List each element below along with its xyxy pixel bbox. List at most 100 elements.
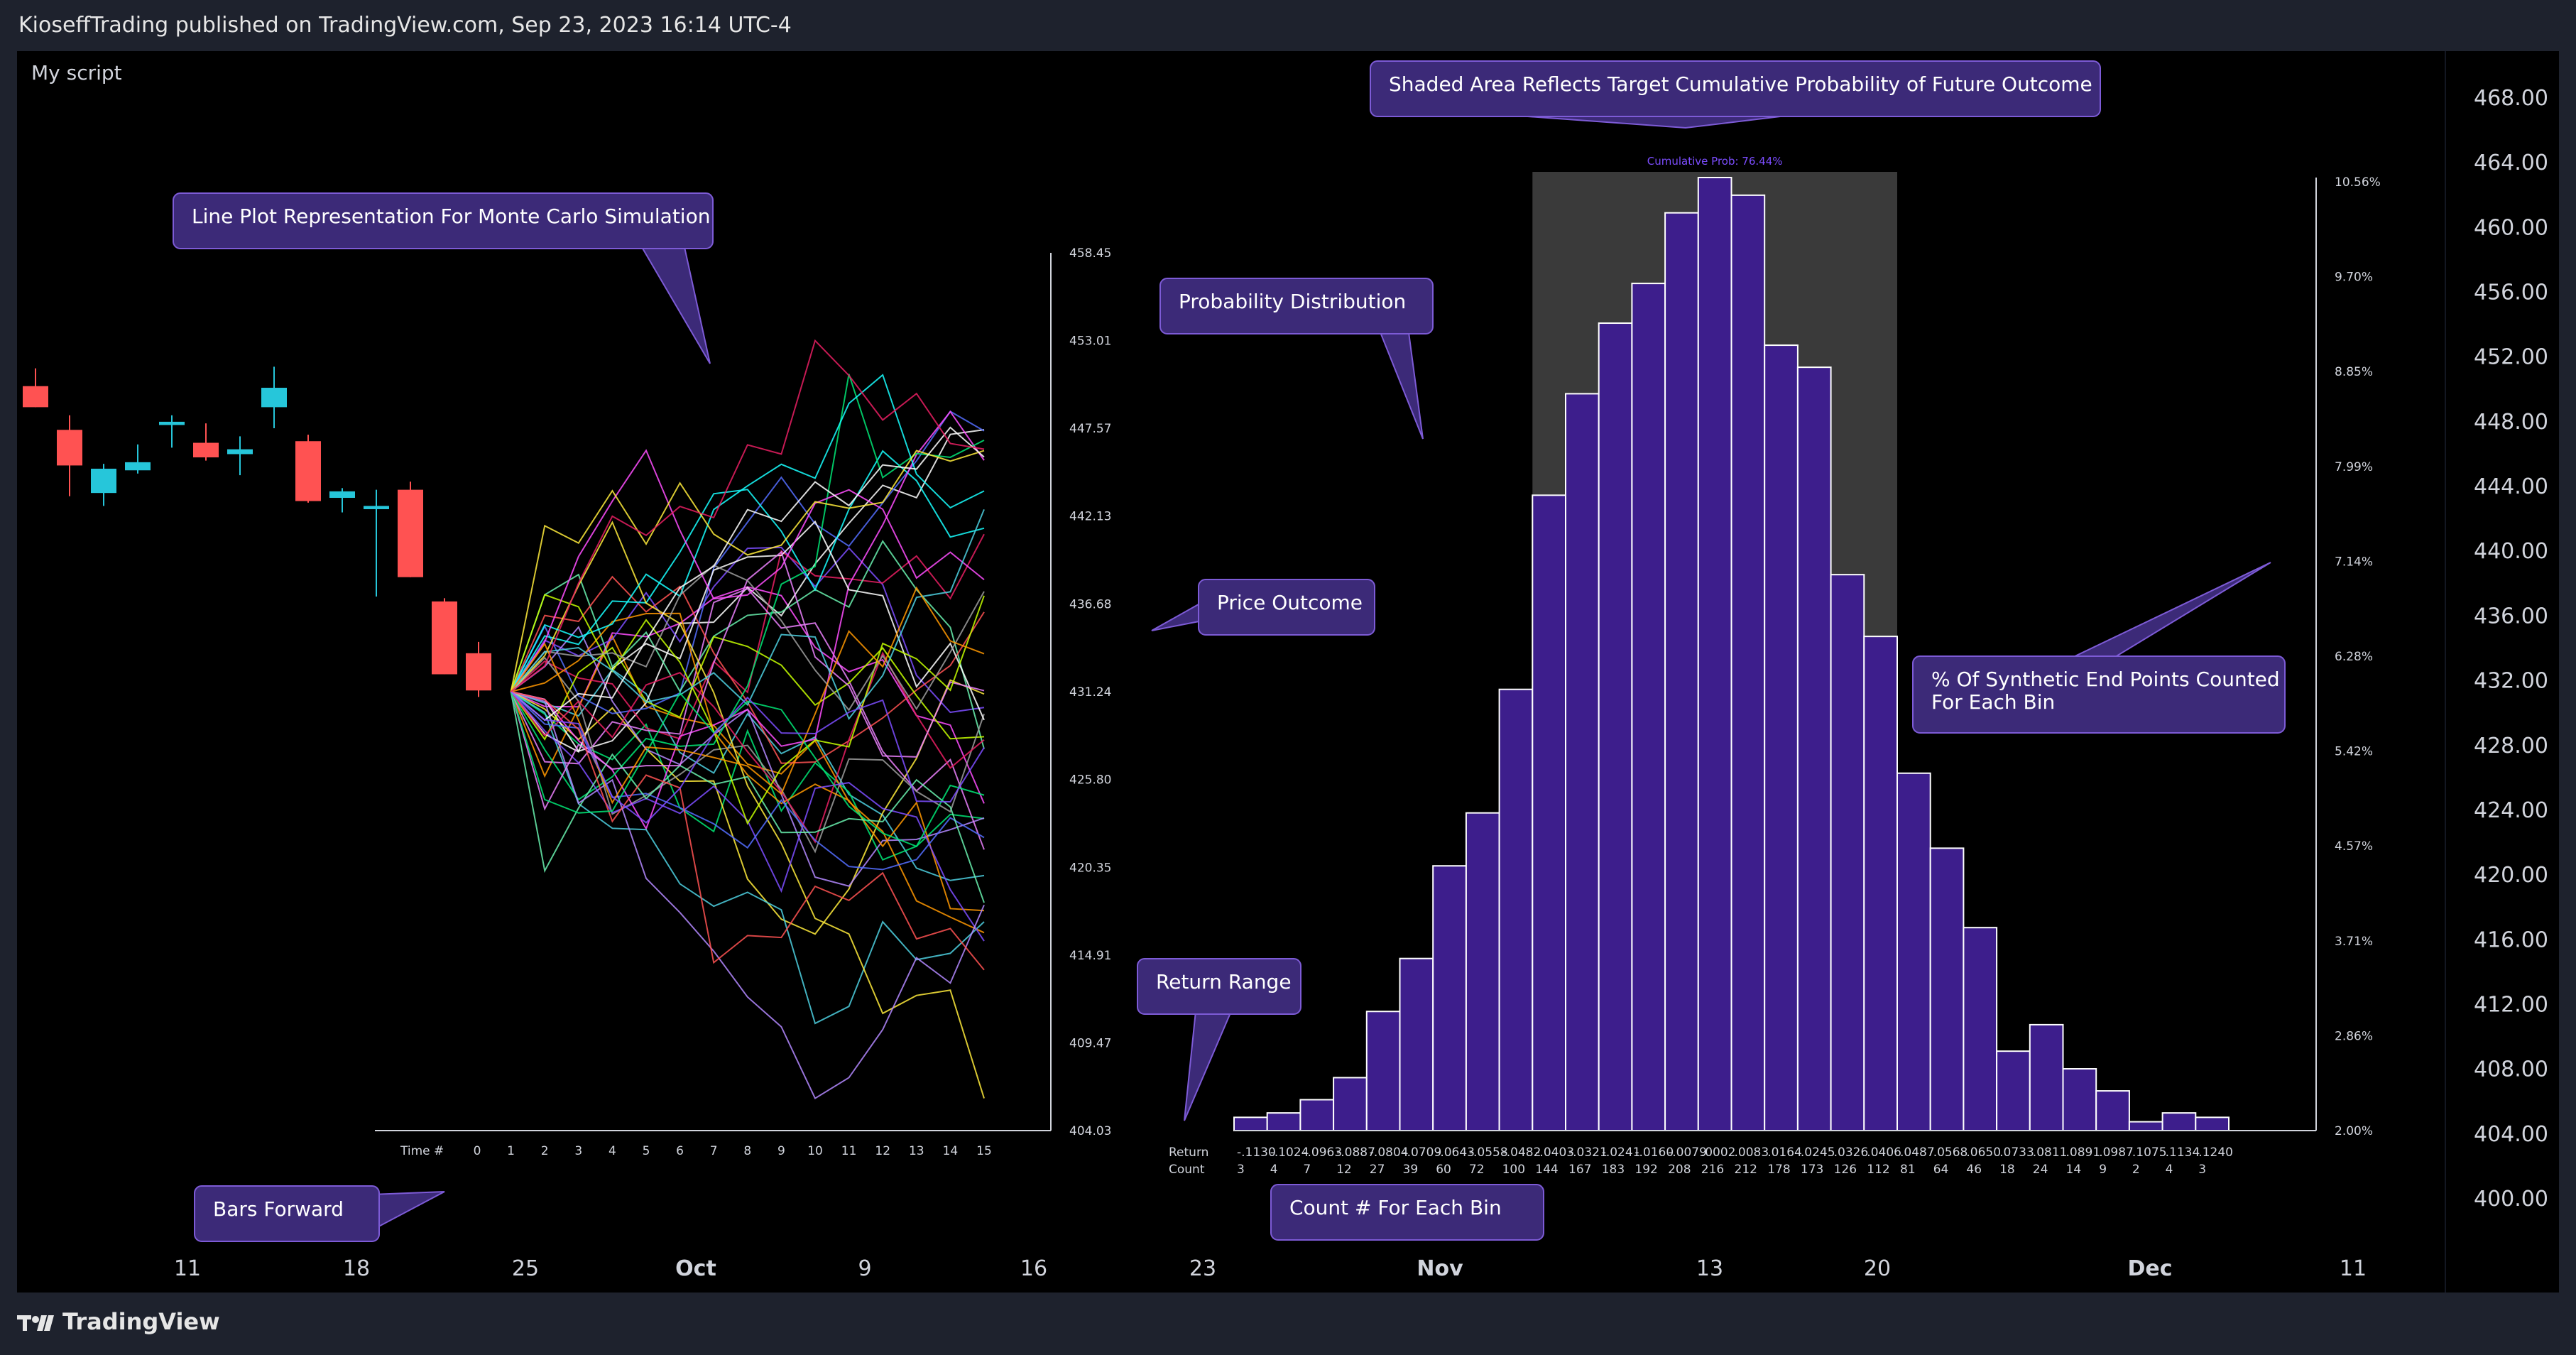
histogram-bar <box>2161 1112 2197 1132</box>
tradingview-brand[interactable]: TradingView <box>17 1308 220 1335</box>
candle <box>91 464 116 506</box>
simulation-x-tick-label: 1 <box>507 1144 515 1158</box>
time-tick-label: 11 <box>2340 1256 2367 1281</box>
histogram-bar <box>1266 1112 1301 1132</box>
return-bin-label: -.0079 <box>1668 1146 1707 1160</box>
return-bin-label: .0083 <box>1735 1146 1769 1160</box>
return-bin-label: -.1130 <box>1237 1146 1276 1160</box>
simulation-y-tick-label: 420.35 <box>1069 861 1111 875</box>
simulation-path <box>510 691 985 848</box>
simulation-path <box>510 339 985 692</box>
return-range-callout-box <box>1137 958 1301 1015</box>
candle-body <box>364 506 389 509</box>
simulation-path <box>510 521 985 1099</box>
count-bin-label: 192 <box>1634 1163 1657 1177</box>
count-bin-label: 39 <box>1403 1163 1419 1177</box>
histogram-bar <box>2195 1116 2230 1131</box>
count-bin-label: 18 <box>1999 1163 2015 1177</box>
bars-forward-callout-box <box>194 1185 380 1242</box>
return-bin-label: .0568 <box>1933 1146 1968 1160</box>
return-bin-label: .0891 <box>2066 1146 2101 1160</box>
histogram-bar <box>1830 574 1865 1131</box>
return-bin-label: -.0709 <box>1403 1146 1442 1160</box>
candle-body <box>329 491 355 499</box>
simulation-path <box>510 594 985 825</box>
count-bin-label: 173 <box>1801 1163 1823 1177</box>
count-bin-label: 112 <box>1867 1163 1889 1177</box>
histogram-labels: Return Count -.1130-.1024-.0963-.0887-.080… <box>1169 1146 2233 1177</box>
chart-canvas[interactable]: My script 468.00464.00460.00456.00452.00… <box>17 51 2559 1293</box>
return-bin-label: .0164 <box>1767 1146 1802 1160</box>
bars-forward-callout: Bars Forward <box>194 1185 445 1242</box>
count-bin-label: 4 <box>1270 1163 1278 1177</box>
simulation-x-tick-label: 6 <box>676 1144 684 1158</box>
histogram-bar <box>1598 322 1633 1131</box>
time-tick-label: 9 <box>858 1256 871 1281</box>
candle <box>261 366 287 428</box>
candle-body <box>261 388 287 408</box>
prob-dist-callout-box <box>1159 278 1434 334</box>
time-tick-label: 13 <box>1696 1256 1723 1281</box>
simulation-path <box>510 509 985 721</box>
simulation-path <box>510 691 985 871</box>
count-bin-label: 27 <box>1370 1163 1385 1177</box>
candle-body <box>432 601 457 675</box>
histogram-y-tick-label: 2.86% <box>2335 1029 2373 1043</box>
return-bin-label: .0245 <box>1801 1146 1835 1160</box>
return-bin-label: .0326 <box>1834 1146 1869 1160</box>
count-bin-label: 81 <box>1900 1163 1916 1177</box>
simulation-path <box>510 374 985 801</box>
candle <box>364 489 389 597</box>
line-plot-callout-box <box>173 192 714 249</box>
return-bin-label: .0733 <box>1999 1146 2034 1160</box>
bars-forward-callout-text: Bars Forward <box>213 1197 344 1221</box>
simulation-x-tick-label: 7 <box>710 1144 718 1158</box>
histogram-bar <box>1432 865 1467 1131</box>
histogram-bar <box>1233 1116 1268 1131</box>
simulation-x-tick-label: 13 <box>909 1144 924 1158</box>
time-axis[interactable]: 11 18 25 Oct 9 16 23 Nov 13 20 Dec 11 <box>174 1256 2367 1281</box>
simulation-path <box>510 656 985 854</box>
candle-body <box>398 489 423 577</box>
count-each-bin-callout: Count # For Each Bin <box>1270 1184 1544 1241</box>
simulation-x-tick-label: 9 <box>777 1144 785 1158</box>
count-bin-label: 178 <box>1767 1163 1790 1177</box>
chart-area[interactable]: My script 468.00 464.00 460.00 456.00 452.00… <box>17 51 2559 1293</box>
return-bin-label: .0650 <box>1966 1146 2001 1160</box>
count-bin-label: 212 <box>1735 1163 1757 1177</box>
histogram-bar <box>1730 194 1766 1132</box>
simulation-y-tick-label: 409.47 <box>1069 1036 1111 1050</box>
price-tick-label: 436.00 <box>2474 604 2548 628</box>
simulation-x-tick-label: 0 <box>474 1144 481 1158</box>
histogram-bar <box>1532 494 1567 1131</box>
simulation-x-tick-label: 12 <box>875 1144 890 1158</box>
histogram-bar <box>1764 344 1799 1131</box>
prob-dist-callout: Probability Distribution <box>1159 278 1434 440</box>
return-range-callout: Return Range <box>1137 958 1301 1121</box>
count-bin-label: 24 <box>2033 1163 2048 1177</box>
histogram-bar <box>1929 847 1965 1131</box>
histogram-bar <box>1465 812 1500 1131</box>
simulation-y-tick-label: 442.13 <box>1069 510 1111 524</box>
time-tick-label: 25 <box>512 1256 539 1281</box>
price-tick-label: 424.00 <box>2474 798 2548 823</box>
indicator-label: My script <box>31 61 122 85</box>
candle-body <box>125 462 151 471</box>
histogram-bar <box>1365 1011 1401 1131</box>
simulation-y-tick-label: 458.45 <box>1069 246 1111 261</box>
histogram-bar <box>1498 688 1534 1131</box>
simulation-path <box>510 691 985 942</box>
shaded-area-callout-text: Shaded Area Reflects Target Cumulative P… <box>1389 72 2092 96</box>
simulation-path <box>510 426 985 722</box>
price-axis[interactable]: 468.00 464.00 460.00 456.00 452.00 448.00 444.… <box>2474 86 2548 1212</box>
simulation-path <box>510 634 985 934</box>
simulation-path <box>510 449 985 692</box>
histogram-bar <box>1996 1050 2031 1131</box>
price-tick-label: 464.00 <box>2474 151 2548 175</box>
return-row-label: Return <box>1169 1146 1208 1160</box>
simulation-x-tick-label: 10 <box>807 1144 823 1158</box>
price-outcome-callout-text: Price Outcome <box>1217 591 1363 614</box>
histogram-bar <box>1963 927 1998 1132</box>
histogram-bar <box>1631 283 1666 1132</box>
